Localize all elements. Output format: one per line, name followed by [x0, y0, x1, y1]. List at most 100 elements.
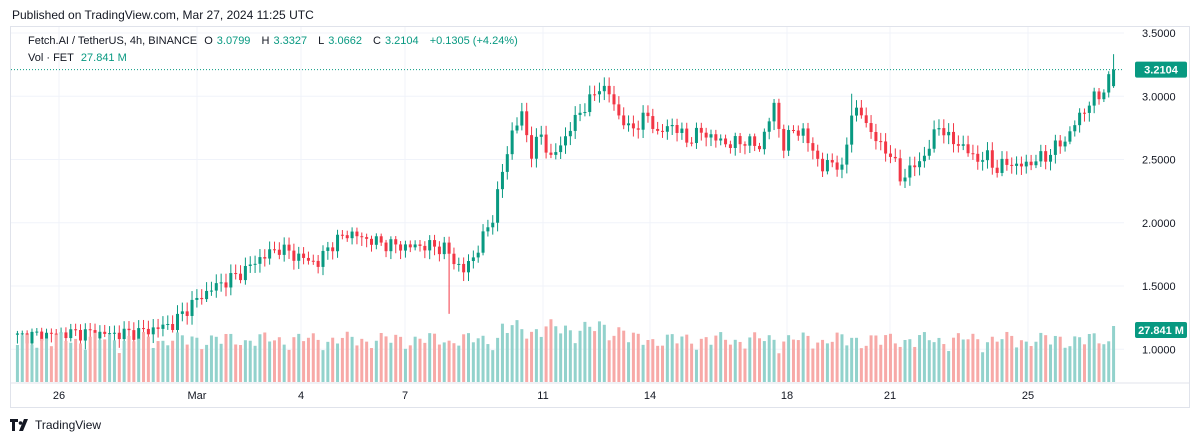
volume-bar	[879, 344, 883, 382]
candle-body	[45, 332, 49, 341]
candle-body	[903, 177, 907, 182]
volume-bar	[1078, 337, 1082, 382]
volume-bar	[544, 326, 548, 382]
volume-bar	[505, 332, 509, 382]
volume-bar	[379, 332, 383, 382]
volume-bar	[559, 333, 563, 382]
volume-bar	[394, 334, 398, 382]
chart-container[interactable]: 26 Mar 4 7 11 14 18 21 25 3.5000 3.0000 2.5000 2.000…	[10, 26, 1190, 408]
candle-body	[1058, 140, 1062, 147]
candle-body	[54, 333, 58, 335]
candle-body	[622, 115, 626, 126]
candle-body	[869, 123, 873, 132]
candle-body	[171, 324, 175, 330]
candle-body	[835, 162, 839, 170]
volume-bar	[1039, 332, 1043, 382]
volume-bar	[306, 337, 310, 382]
candle-body	[646, 112, 650, 117]
candle-body	[457, 263, 461, 265]
volume-bar	[782, 341, 786, 382]
volume-bar	[1034, 341, 1038, 382]
volume-bar	[995, 341, 999, 382]
volume-bar	[88, 336, 92, 382]
volume-bar	[636, 333, 640, 382]
candle-body	[942, 128, 946, 136]
volume-bar	[161, 340, 165, 382]
candle-body	[355, 231, 359, 237]
volume-bar	[156, 341, 160, 382]
volume-bar	[229, 333, 233, 382]
candle-body	[704, 132, 708, 138]
volume-bar	[670, 334, 674, 382]
candle-body	[30, 331, 34, 344]
candle-body	[932, 129, 936, 149]
volume-bar	[816, 342, 820, 382]
candle-body	[534, 136, 538, 159]
volume-bar	[607, 340, 611, 382]
volume-bar	[462, 334, 466, 382]
volume-bar	[219, 343, 223, 382]
volume-bar	[74, 338, 78, 382]
price-axis-label: 1.0000	[1142, 344, 1176, 356]
candle-body	[151, 327, 155, 335]
candle-body	[782, 128, 786, 151]
candle-body	[1024, 161, 1028, 167]
volume-bar	[646, 340, 650, 382]
volume-bar	[500, 323, 504, 382]
time-axis-label: Mar	[188, 390, 207, 402]
volume-bar	[403, 348, 407, 382]
candle-body	[321, 250, 325, 267]
candlestick-chart[interactable]: 26 Mar 4 7 11 14 18 21 25 3.5000 3.0000 2.5000 2.000…	[11, 27, 1189, 407]
candle-body	[433, 240, 437, 247]
candle-body	[1107, 74, 1111, 93]
candle-body	[1034, 161, 1038, 166]
candle-body	[515, 125, 519, 131]
volume-bar	[835, 332, 839, 382]
candle-body	[898, 158, 902, 182]
volume-bar	[927, 340, 931, 382]
volume-bar	[845, 345, 849, 382]
volume-bar	[1068, 346, 1072, 382]
candle-body	[602, 85, 606, 92]
volume-bar	[758, 338, 762, 382]
volume-bar	[869, 335, 873, 382]
candle-body	[83, 329, 87, 341]
time-axis-label: 25	[1022, 390, 1034, 402]
candle-body	[224, 282, 228, 288]
volume-bar	[437, 344, 441, 382]
volume-bar	[49, 346, 53, 382]
candle-body	[471, 257, 475, 262]
volume-bar	[127, 335, 131, 382]
candle-body	[801, 128, 805, 136]
candle-body	[694, 127, 698, 144]
candle-body	[816, 150, 820, 159]
candle-body	[112, 332, 116, 334]
candle-body	[762, 131, 766, 150]
candle-body	[205, 290, 209, 300]
tradingview-logo[interactable]: TradingView	[10, 418, 101, 432]
candle-body	[316, 260, 320, 267]
volume-bar	[777, 353, 781, 382]
price-axis-label: 3.5000	[1142, 28, 1176, 40]
volume-bar	[78, 343, 82, 382]
candle-body	[525, 111, 529, 136]
volume-bar	[791, 339, 795, 382]
candle-body	[758, 145, 762, 150]
volume-bar	[248, 340, 252, 382]
price-axis-label: 1.5000	[1142, 281, 1176, 293]
time-axis-label: 18	[781, 390, 793, 402]
volume-bar	[496, 337, 500, 382]
candle-body	[961, 144, 965, 146]
volume-bar	[825, 343, 829, 382]
candle-body	[287, 244, 291, 251]
candle-body	[408, 244, 412, 248]
candle-body	[418, 244, 422, 246]
volume-bar	[952, 337, 956, 382]
volume-bar	[214, 336, 218, 382]
candle-body	[74, 329, 78, 331]
volume-bar	[103, 339, 107, 382]
candle-body	[103, 331, 107, 334]
volume-bar	[728, 344, 732, 382]
candle-body	[1029, 161, 1033, 166]
candle-body	[1082, 112, 1086, 114]
